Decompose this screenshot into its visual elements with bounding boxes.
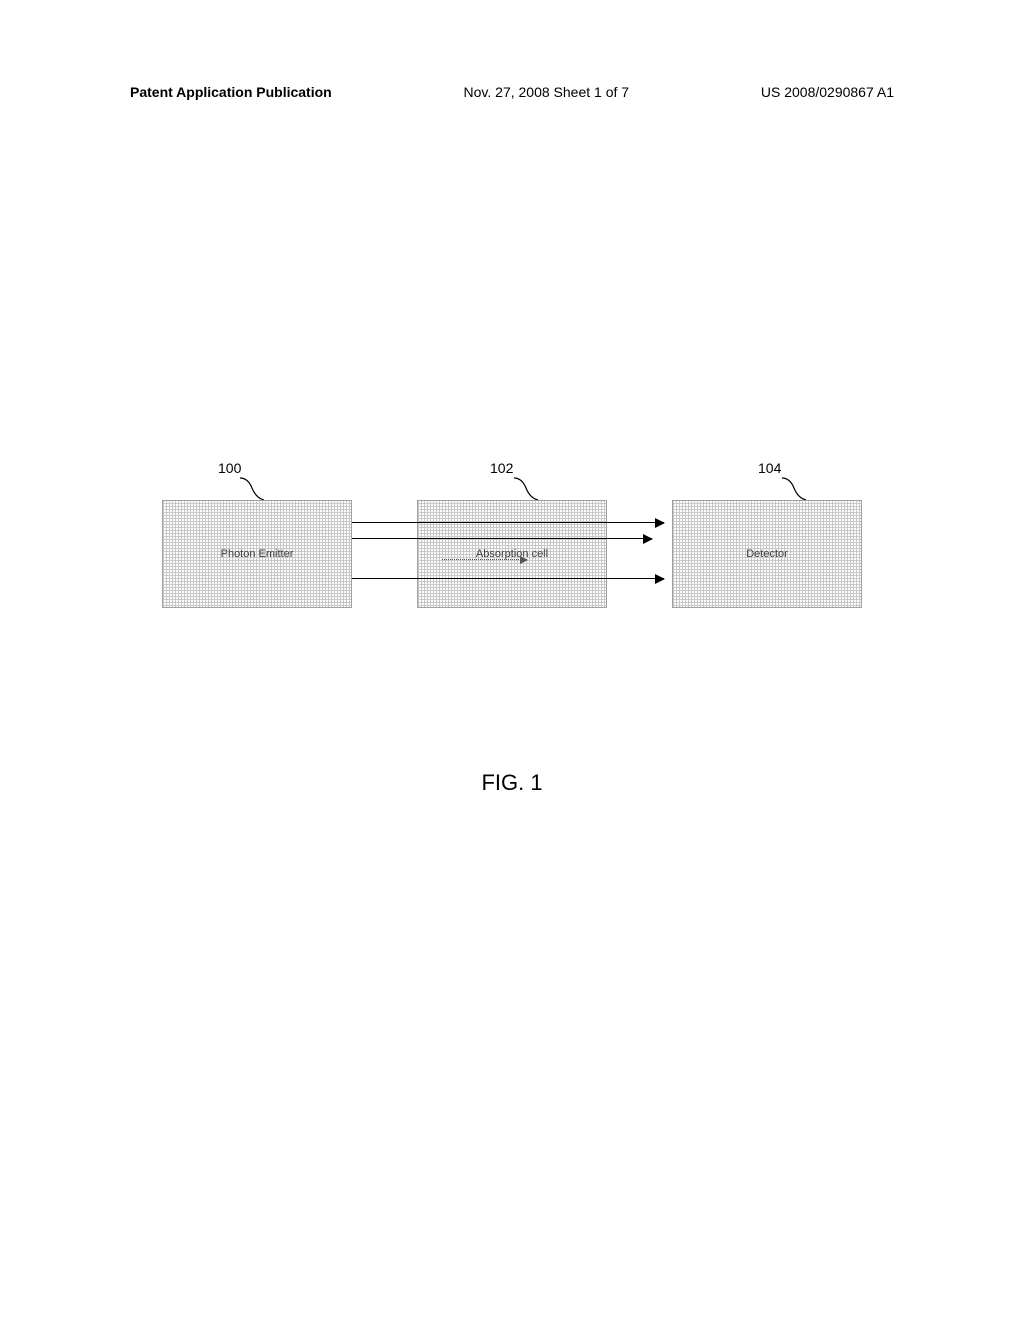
arrow-line (352, 578, 664, 579)
block-label: Photon Emitter (221, 548, 294, 560)
block-label: Detector (746, 548, 788, 560)
reference-numeral: 100 (218, 460, 241, 476)
block-absorption-cell: Absorption cell (417, 500, 607, 608)
short-arrow (442, 559, 527, 560)
reference-numeral: 104 (758, 460, 781, 476)
page-header: Patent Application Publication Nov. 27, … (130, 84, 894, 100)
header-left: Patent Application Publication (130, 84, 332, 100)
figure-diagram: 100 102 104 Photon Emitter Absorption ce… (162, 460, 862, 610)
reference-numeral: 102 (490, 460, 513, 476)
block-photon-emitter: Photon Emitter (162, 500, 352, 608)
header-center: Nov. 27, 2008 Sheet 1 of 7 (464, 84, 630, 100)
header-right: US 2008/0290867 A1 (761, 84, 894, 100)
arrow-line (352, 538, 652, 539)
block-detector: Detector (672, 500, 862, 608)
figure-label: FIG. 1 (0, 770, 1024, 796)
arrow-line (352, 522, 664, 523)
